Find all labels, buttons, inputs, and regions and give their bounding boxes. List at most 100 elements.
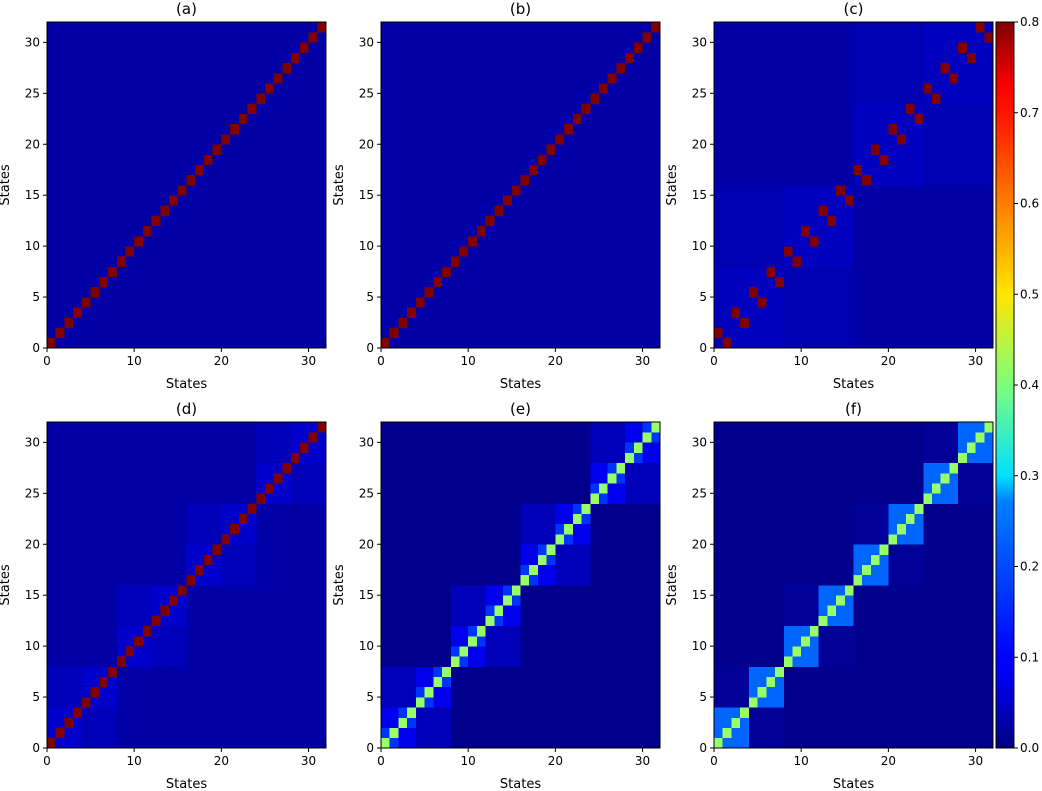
heatmap-cell [47,256,57,267]
heatmap-cell [299,22,309,33]
heatmap-cell [966,134,976,145]
heatmap-cell [581,113,591,125]
heatmap-cell [844,174,854,186]
heatmap-cell [308,503,318,515]
heatmap-cell [940,93,950,104]
heatmap-cell [134,42,144,53]
heatmap-cell [273,276,283,288]
heatmap-cell [230,625,240,637]
heatmap-cell [633,62,643,74]
heatmap-cell [247,266,257,278]
heatmap-cell [870,225,881,237]
heatmap-cell [651,666,661,678]
heatmap-cell [914,134,924,145]
heatmap-cell [424,235,434,247]
heatmap-cell [134,737,144,749]
heatmap-cell [923,174,933,186]
heatmap-cell [221,225,231,237]
heatmap-cell [555,32,565,43]
heatmap-cell [520,554,530,565]
heatmap-cell [598,286,609,298]
heatmap-cell [564,62,574,74]
heatmap-cell [273,656,283,667]
heatmap-cell [442,286,452,298]
heatmap-cell [415,164,425,176]
heatmap-cell [442,154,452,165]
heatmap-cell [836,32,846,43]
heatmap-cell [317,195,327,206]
heatmap-cell [511,707,521,718]
heatmap-cell [64,307,74,318]
heatmap-cell [186,625,196,637]
heatmap-cell [64,676,74,688]
heatmap-cell [494,235,504,247]
heatmap-cell [607,225,617,237]
heatmap-cell [142,266,152,278]
heatmap-cell [625,144,635,155]
heatmap-cell [476,727,486,739]
heatmap-cell [299,503,309,515]
heatmap-cell [389,686,399,698]
heatmap-cell [642,605,652,616]
heatmap-cell [625,564,635,576]
heatmap-cell [151,215,161,227]
heatmap-cell [282,154,292,165]
heatmap-cell [633,174,643,186]
heatmap-cell [381,144,391,155]
heatmap-cell [616,676,626,688]
heatmap-cell [55,503,65,515]
heatmap-cell [203,615,214,627]
heatmap-cell [125,452,135,464]
heatmap-cell [625,164,635,176]
heatmap-cell [564,564,574,576]
heatmap-cell [177,235,187,247]
heatmap-cell [633,144,643,155]
heatmap-cell [99,123,109,135]
heatmap-cell [844,225,854,237]
heatmap-cell [169,707,179,718]
heatmap-cell [415,62,425,74]
heatmap-cell [537,697,548,708]
heatmap-cell [433,513,443,525]
x-tick-label: 20 [548,354,563,368]
heatmap-cell [424,276,434,288]
heatmap-cell [273,554,283,565]
heatmap-cell [642,225,652,237]
heatmap-cell [195,727,205,739]
heatmap-cell [407,707,417,718]
heatmap-cell [247,103,257,115]
heatmap-cell [870,134,881,145]
heatmap-cell [247,134,257,145]
heatmap-cell [264,442,275,453]
heatmap-cell [389,317,399,328]
heatmap-cell [511,144,521,155]
heatmap-cell [415,276,425,288]
heatmap-cell [494,72,504,84]
heatmap-cell [529,256,539,267]
heatmap-cell [291,276,301,288]
heatmap-cell [633,585,643,596]
heatmap-cell [442,205,452,216]
heatmap-cell [407,656,417,667]
heatmap-cell [642,246,652,257]
heatmap-cell [264,144,275,155]
heatmap-cell [546,615,556,627]
heatmap-cell [256,564,266,576]
heatmap-cell [55,595,65,606]
heatmap-cell [642,286,652,298]
heatmap-cell [291,523,301,535]
heatmap-cell [282,625,292,637]
heatmap-cell [151,32,161,43]
heatmap-cell [748,225,758,237]
heatmap-cell [757,113,767,125]
heatmap-cell [520,93,530,104]
heatmap-cell [468,205,478,216]
heatmap-cell [177,574,187,586]
heatmap-cell [651,42,661,53]
heatmap-cell [651,286,661,298]
heatmap-cell [731,103,741,115]
heatmap-cell [607,246,617,257]
heatmap-cell [572,164,582,176]
heatmap-cell [642,564,652,576]
heatmap-cell [47,666,57,678]
